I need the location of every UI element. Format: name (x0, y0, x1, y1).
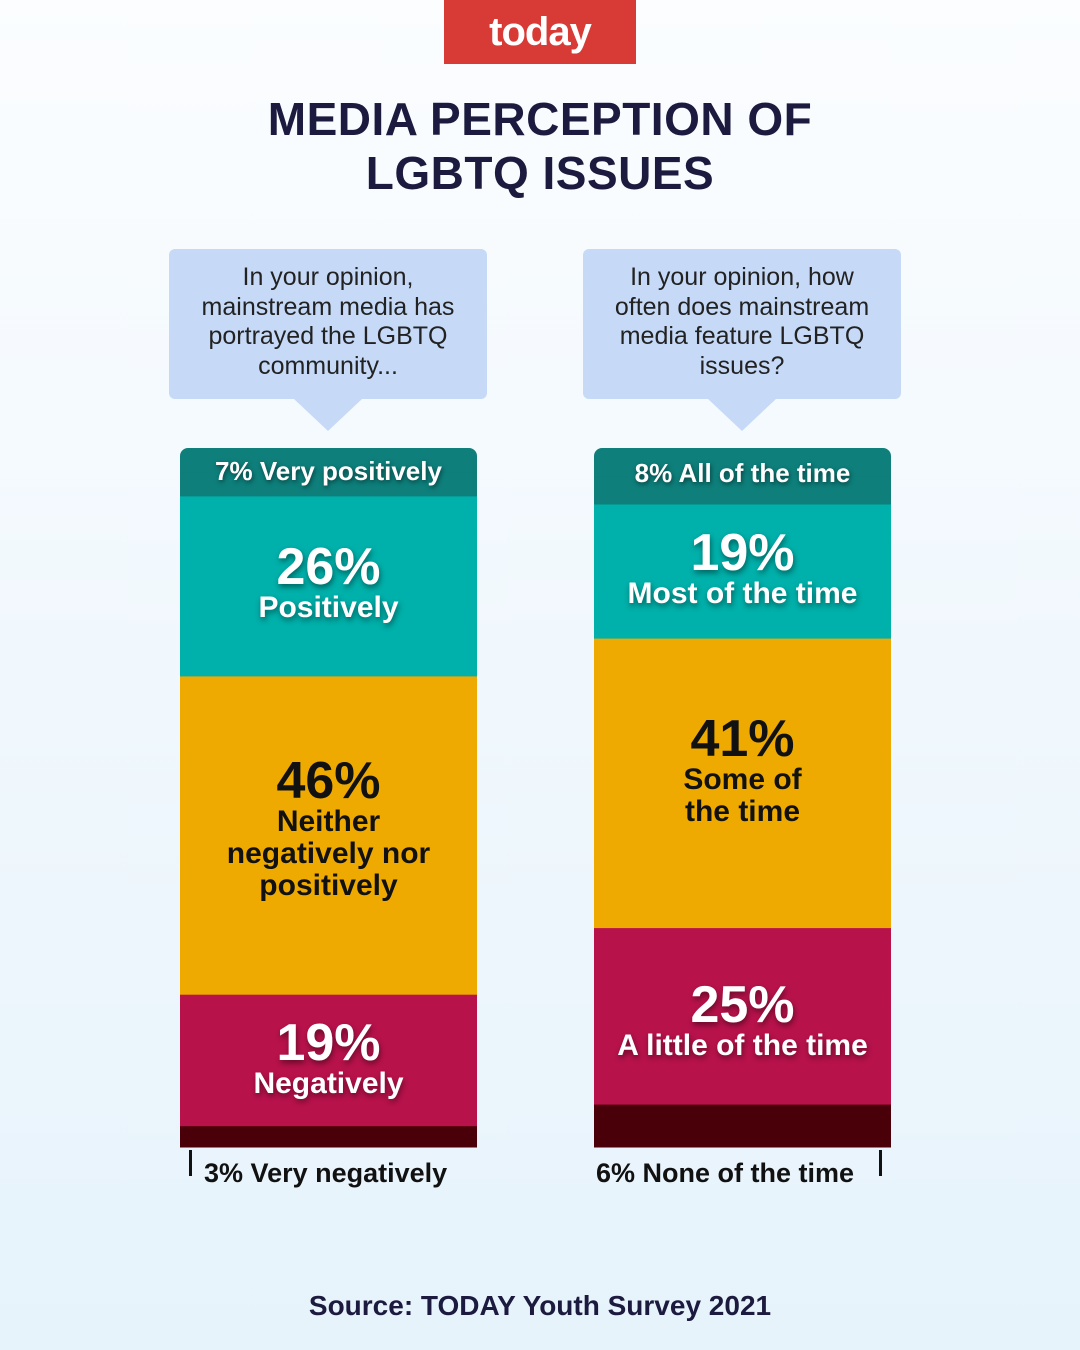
left-top-label: 7% Very positively (180, 456, 477, 487)
bar-segment-right-1-fill (594, 476, 891, 505)
left-bottom-label: 3% Very negatively (204, 1158, 447, 1189)
title-line-1: MEDIA PERCEPTION OF (267, 93, 813, 145)
category-label: Most of the time (627, 577, 858, 610)
data-label: 41% (690, 710, 795, 768)
bar-segment-left-2 (180, 496, 477, 677)
category-label: Neither negatively nor positively (226, 805, 431, 902)
category-label: A little of the time (617, 1029, 868, 1062)
question-right: In your opinion, how often does mainstre… (614, 263, 870, 380)
bar-segment-right-5 (594, 1104, 891, 1148)
source-note: Source: TODAY Youth Survey 2021 (308, 1290, 772, 1321)
right-bottom-text: None of the time (642, 1158, 855, 1188)
right-segment-2-label: 19% Most of the time (594, 524, 891, 610)
category-label: Some of the time (683, 763, 802, 828)
question-bubble-right: In your opinion, how often does mainstre… (583, 249, 901, 431)
right-top-pct: 8% (634, 458, 673, 488)
question-left: In your opinion, mainstream media has po… (201, 263, 455, 380)
right-bottom-pct: 6% (596, 1158, 636, 1188)
category-label: Positively (258, 591, 399, 624)
question-bubble-left: In your opinion, mainstream media has po… (169, 249, 487, 431)
bar-segment-right-3 (594, 638, 891, 929)
data-label: 25% (690, 976, 795, 1034)
left-segment-3-label: 46% Neither negatively nor positively (210, 752, 447, 902)
data-label: 19% (690, 524, 795, 582)
logo-text: today (489, 9, 592, 54)
left-bottom-pct: 3% (204, 1158, 244, 1188)
data-label: 26% (276, 538, 381, 596)
right-bottom-tick (879, 1150, 882, 1176)
left-segment-2-label: 26% Positively (180, 538, 477, 624)
data-label: 19% (276, 1014, 381, 1072)
bar-segment-right-4 (594, 928, 891, 1106)
bar-segment-left-3 (180, 676, 477, 996)
right-bottom-label: 6% None of the time (596, 1158, 854, 1189)
bar-segment-right-2 (594, 504, 891, 640)
category-label: Negatively (253, 1067, 404, 1100)
title-line-2: LGBTQ ISSUES (365, 147, 715, 199)
page-title: MEDIA PERCEPTION OF LGBTQ ISSUES (0, 92, 1080, 200)
data-label: 46% (276, 752, 381, 810)
bar-segment-left-4 (180, 994, 477, 1127)
left-bottom-tick (189, 1150, 192, 1176)
right-top-text: All of the time (678, 458, 851, 488)
right-segment-4-label: 25% A little of the time (594, 976, 891, 1062)
bar-segment-left-5 (180, 1126, 477, 1148)
right-top-label: 8% All of the time (594, 458, 891, 489)
left-top-pct: 7% (215, 456, 253, 486)
left-segment-4-label: 19% Negatively (180, 1014, 477, 1100)
bar-segment-left-1-fill (180, 472, 477, 497)
left-bottom-text: Very negatively (250, 1158, 448, 1188)
right-segment-3-label: 41% Some of the time (664, 710, 821, 828)
today-logo: today (444, 0, 636, 64)
left-top-text: Very positively (259, 456, 442, 486)
